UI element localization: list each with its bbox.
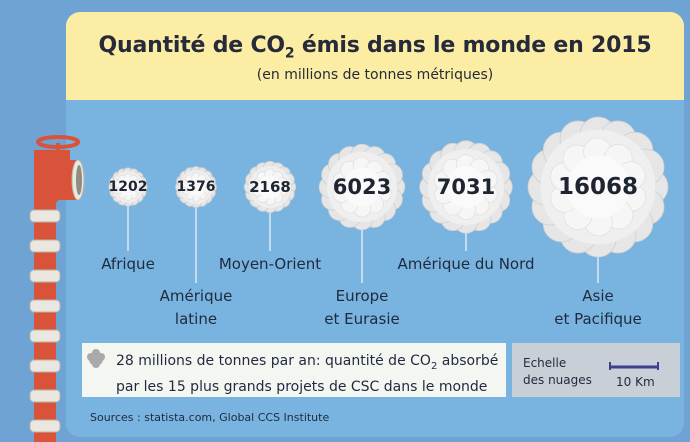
cloud-center bbox=[445, 166, 487, 208]
region-label-line: Amérique du Nord bbox=[397, 255, 535, 273]
region-label: Afrique bbox=[101, 253, 155, 276]
cloud-center bbox=[566, 155, 630, 219]
cloud-2 bbox=[243, 160, 297, 214]
region-label: Europe et Eurasie bbox=[324, 285, 399, 331]
pipe-ring bbox=[29, 419, 61, 433]
reference-line1: 28 millions de tonnes par an: quantité d… bbox=[116, 353, 431, 369]
pipe-ring bbox=[29, 299, 61, 313]
cloud-center bbox=[119, 178, 137, 196]
pipe-ring bbox=[29, 209, 61, 223]
reference-subscript: 2 bbox=[430, 360, 438, 372]
region-label-line: Amérique bbox=[159, 287, 233, 305]
pipe-ring bbox=[29, 359, 61, 373]
cloud-value: 16068 bbox=[557, 174, 639, 200]
region-label: Amérique du Nord bbox=[397, 253, 534, 276]
region-label-line: et Pacifique bbox=[554, 310, 642, 328]
cloud-3 bbox=[318, 143, 406, 231]
reference-text: 28 millions de tonnes par an: quantité d… bbox=[116, 351, 498, 397]
cloud-center bbox=[258, 175, 282, 199]
cloud-value: 1202 bbox=[108, 179, 148, 195]
region-label-line: Asie bbox=[582, 287, 614, 305]
page-title: Quantité de CO2 émis dans le monde en 20… bbox=[66, 33, 684, 61]
scale-label: Echelle des nuages bbox=[523, 355, 592, 389]
cloud-value: 6023 bbox=[332, 175, 392, 199]
scale-bar bbox=[609, 362, 659, 370]
region-label-line: et Eurasie bbox=[324, 310, 400, 328]
reference-cloud-icon bbox=[87, 349, 105, 368]
scale-label-line1: Echelle bbox=[523, 356, 567, 370]
cloud-value: 7031 bbox=[436, 175, 496, 199]
cloud-1 bbox=[175, 166, 217, 208]
region-label-line: Moyen-Orient bbox=[218, 255, 322, 273]
reference-line1-end: absorbé bbox=[437, 353, 499, 369]
reference-line2: par les 15 plus grands projets de CSC da… bbox=[116, 378, 488, 395]
source-citation: Sources : statista.com, Global CCS Insti… bbox=[90, 411, 330, 424]
valve-wheel bbox=[36, 135, 80, 149]
cloud-4 bbox=[419, 140, 513, 234]
pipe-opening-hole bbox=[76, 165, 82, 195]
scale-legend bbox=[512, 343, 680, 397]
region-label: Asie et Pacifique bbox=[554, 285, 642, 331]
title-main: Quantité de CO bbox=[98, 33, 286, 58]
scale-label-line2: des nuages bbox=[523, 373, 592, 387]
pipe-illustration bbox=[29, 135, 85, 442]
region-label-line: Afrique bbox=[101, 255, 155, 273]
cloud-0 bbox=[108, 167, 148, 207]
page-subtitle: (en millions de tonnes métriques) bbox=[256, 67, 494, 83]
header-banner bbox=[66, 12, 684, 100]
cloud-value: 2168 bbox=[249, 178, 291, 196]
title-end: émis dans le monde en 2015 bbox=[294, 33, 652, 58]
pipe-ring bbox=[29, 239, 61, 253]
pipe-ring bbox=[29, 329, 61, 343]
scale-value: 10 Km bbox=[616, 375, 655, 389]
co2-clouds bbox=[108, 116, 669, 258]
region-label-line: Europe bbox=[335, 287, 389, 305]
title-subscript: 2 bbox=[284, 45, 295, 62]
region-label: Moyen-Orient bbox=[219, 253, 321, 276]
region-label-line: latine bbox=[174, 310, 218, 328]
pipe-ring bbox=[29, 269, 61, 283]
region-label: Amérique latine bbox=[160, 285, 233, 331]
cloud-center bbox=[186, 177, 206, 197]
cloud-value: 1376 bbox=[176, 179, 216, 195]
cloud-center bbox=[342, 167, 382, 207]
pipe-ring bbox=[29, 389, 61, 403]
cloud-5 bbox=[527, 116, 669, 258]
reference-note bbox=[82, 343, 506, 397]
leader-lines bbox=[127, 206, 599, 283]
